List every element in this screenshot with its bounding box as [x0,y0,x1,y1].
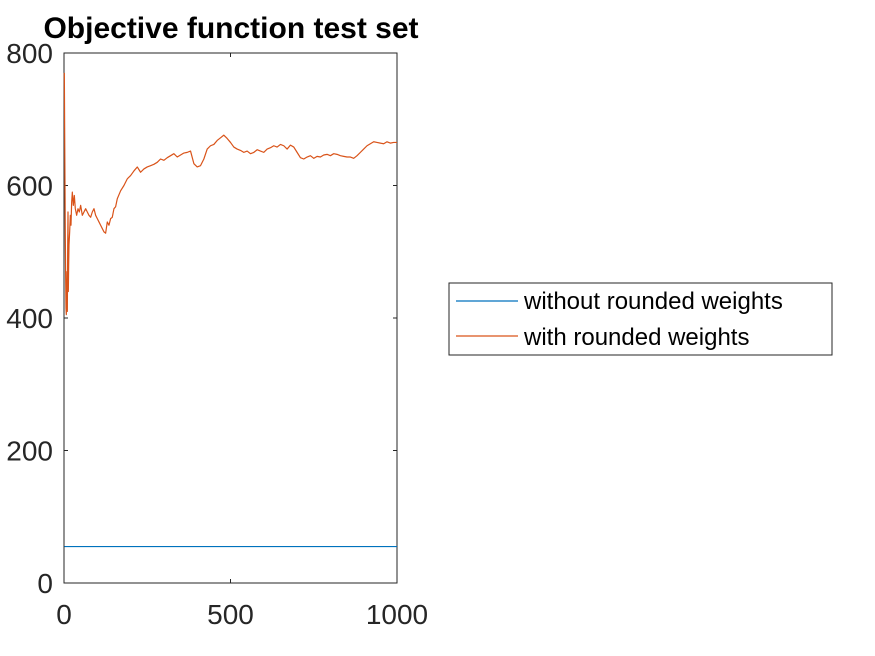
x-tick-label: 0 [56,599,72,630]
y-axis: 0 200 400 600 800 [6,38,397,599]
x-tick-label: 1000 [366,599,428,630]
y-tick-label: 0 [37,568,53,599]
legend-box [448,282,833,356]
y-tick-label: 600 [6,171,53,202]
x-axis: 0 500 1000 [56,53,428,630]
chart-title: Objective function test set [43,12,418,45]
series-layer [63,72,397,548]
series-line-with-rounded-weights [63,72,397,316]
legend[interactable]: without rounded weights with rounded wei… [448,282,833,356]
plot-area [63,52,398,584]
legend-label-with-rounded-weights: with rounded weights [523,324,749,351]
x-tick-label: 500 [207,599,254,630]
y-tick-label: 200 [6,436,53,467]
y-tick-label: 800 [6,38,53,69]
legend-label-without-rounded-weights: without rounded weights [523,288,783,315]
y-tick-label: 400 [6,303,53,334]
